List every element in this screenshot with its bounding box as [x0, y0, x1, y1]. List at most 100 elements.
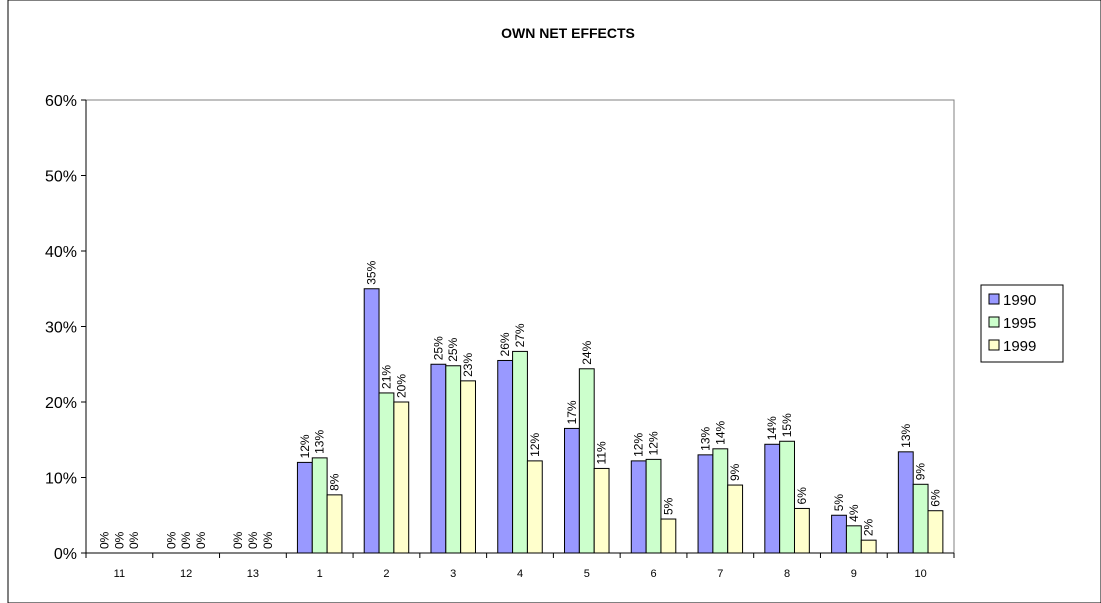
data-label: 13% — [899, 423, 913, 447]
data-label: 13% — [313, 430, 327, 454]
data-label: 14% — [713, 420, 727, 444]
bar — [912, 483, 929, 554]
data-label: 25% — [446, 337, 460, 361]
y-tick-label: 10% — [45, 471, 77, 488]
data-label: 9% — [728, 463, 742, 481]
data-label: 20% — [394, 374, 408, 398]
data-label: 24% — [580, 340, 594, 364]
y-tick-label: 50% — [45, 169, 77, 186]
data-label: 21% — [379, 365, 393, 389]
x-tick-label: 13 — [247, 568, 259, 580]
bars — [296, 288, 944, 554]
bar — [526, 460, 543, 554]
data-label: 25% — [431, 336, 445, 360]
y-tick-label: 0% — [54, 546, 77, 563]
y-tick-label: 40% — [45, 244, 77, 261]
bar — [564, 427, 580, 554]
bar — [727, 484, 744, 554]
y-tick-label: 60% — [45, 93, 77, 110]
data-label: 5% — [832, 494, 846, 512]
bar — [712, 448, 729, 554]
data-label: 12% — [298, 434, 312, 458]
data-label: 0% — [261, 531, 275, 549]
bar — [430, 363, 447, 554]
data-label: 12% — [647, 431, 661, 455]
data-label: 15% — [780, 413, 794, 437]
bar — [630, 460, 647, 554]
data-label: 11% — [595, 441, 609, 464]
data-label: 13% — [698, 427, 712, 451]
data-label: 0% — [164, 531, 178, 549]
data-label: 8% — [328, 473, 342, 491]
data-label: 12% — [528, 433, 542, 457]
chart-title: OWN NET EFFECTS — [501, 25, 635, 41]
bar — [445, 365, 462, 554]
bar — [831, 514, 847, 554]
legend-swatch — [988, 316, 1000, 328]
legend-label: 1995 — [1003, 315, 1036, 332]
data-label: 2% — [862, 518, 876, 536]
bar — [578, 368, 595, 554]
bar — [845, 525, 862, 554]
bar — [512, 350, 528, 554]
data-label: 35% — [365, 260, 379, 284]
legend-label: 1990 — [1003, 292, 1036, 309]
data-label: 0% — [194, 531, 208, 549]
data-label: 9% — [914, 463, 928, 481]
y-tick-label: 20% — [45, 395, 77, 412]
x-tick-label: 10 — [914, 568, 926, 580]
data-label: 0% — [246, 531, 260, 549]
legend-swatch — [988, 339, 1000, 351]
bar — [311, 457, 328, 554]
data-label: 23% — [461, 353, 475, 377]
data-label: 0% — [179, 531, 193, 549]
bar — [593, 467, 610, 554]
x-tick-label: 3 — [450, 568, 456, 580]
legend-label: 1999 — [1003, 338, 1036, 355]
bar — [326, 494, 343, 554]
bar — [296, 461, 313, 554]
data-label: 4% — [847, 504, 861, 522]
x-tick-label: 4 — [517, 568, 523, 580]
data-labels: 0% 0% 0%12%35%25% 26%17%12% 13% 14%5%13%0% 0% 0… — [98, 260, 943, 549]
x-tick-label: 5 — [584, 568, 590, 580]
y-tick-label: 30% — [45, 320, 77, 337]
data-label: 0% — [127, 531, 141, 549]
x-tick-label: 8 — [784, 568, 790, 580]
x-tick-label: 9 — [851, 568, 857, 580]
bar — [779, 440, 795, 554]
legend-swatch — [988, 293, 1000, 305]
bar — [927, 510, 944, 554]
x-tick-label: 12 — [180, 568, 192, 580]
data-label: 17% — [565, 400, 579, 424]
bar — [363, 288, 380, 554]
x-tick-label: 7 — [717, 568, 723, 580]
bar — [378, 392, 395, 554]
data-label: 5% — [661, 497, 675, 515]
bar — [697, 454, 714, 554]
data-label: 0% — [112, 531, 126, 549]
bar — [645, 458, 662, 554]
data-label: 26% — [498, 332, 512, 356]
bar — [897, 451, 914, 554]
data-label: 6% — [928, 489, 942, 507]
legend: 1990 1995 1999 — [980, 284, 1064, 363]
data-label: 27% — [513, 323, 527, 347]
x-tick-label: 6 — [650, 568, 656, 580]
bar — [860, 539, 877, 554]
bar — [393, 401, 410, 554]
data-label: 12% — [632, 433, 646, 457]
bar — [460, 380, 476, 554]
bar — [660, 518, 677, 554]
x-tick-label: 2 — [383, 568, 389, 580]
data-label: 0% — [231, 531, 245, 549]
data-label: 6% — [795, 487, 809, 505]
bar — [793, 507, 810, 554]
x-tick-label: 1 — [317, 568, 323, 580]
bar — [497, 359, 514, 554]
x-tick-label: 11 — [114, 568, 125, 580]
data-label: 0% — [98, 531, 112, 549]
bar — [764, 443, 781, 554]
data-label: 14% — [765, 416, 779, 440]
